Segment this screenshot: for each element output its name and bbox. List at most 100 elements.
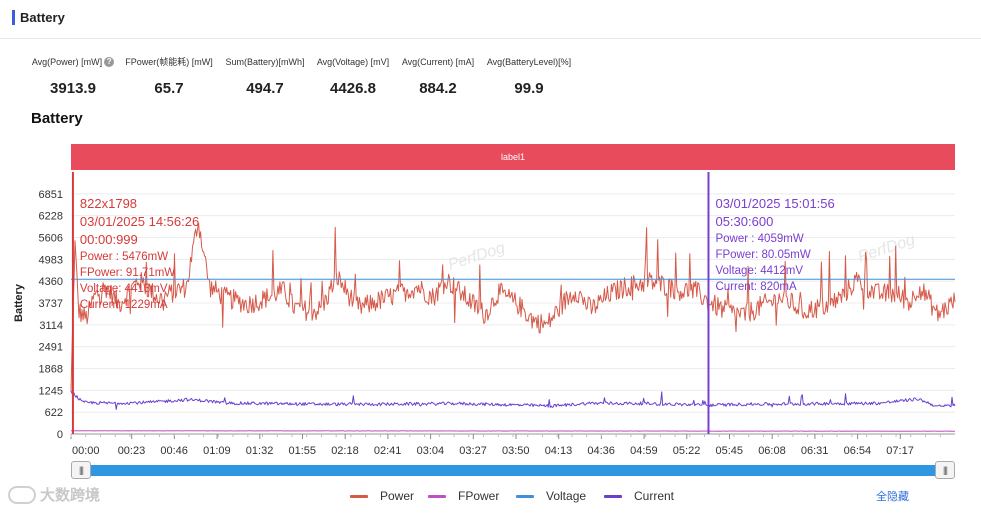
legend-label: Voltage: [546, 489, 587, 503]
stat-avg-voltage: Avg(Voltage) [mV] 4426.8: [300, 52, 406, 97]
stat-value: 99.9: [514, 80, 544, 97]
page-title: Battery: [20, 10, 65, 25]
legend-label: Power: [380, 489, 415, 503]
stat-avg-battery-level: Avg(BatteryLevel)[%] 99.9: [476, 52, 582, 97]
brand-watermark: 大数跨境: [8, 484, 100, 505]
x-tick-label: 03:04: [417, 445, 445, 457]
y-tick-label: 622: [45, 407, 63, 419]
x-tick-label: 00:23: [118, 445, 146, 457]
x-tick-label: 06:08: [758, 445, 786, 457]
marker-value-text: Voltage: 4412mV: [715, 265, 803, 277]
legend-item-fpower[interactable]: FPower: [428, 489, 499, 503]
hide-all-button[interactable]: 全隐藏: [876, 491, 909, 503]
stat-label: Avg(Current) [mA]: [401, 57, 475, 67]
x-tick-label: 03:27: [459, 445, 487, 457]
legend-swatch: [516, 494, 534, 498]
stat-avg-power: Avg(Power) [mW]? 3913.9: [20, 52, 126, 97]
watermark-text: PerfDog: [446, 239, 507, 273]
legend-label: Current: [634, 489, 675, 503]
x-tick-label: 07:17: [886, 445, 914, 457]
header-accent-bar: [12, 10, 15, 25]
marker-value-text: Current: 1229mA: [80, 299, 168, 311]
series-line-current: [70, 390, 956, 410]
x-tick-label: 01:55: [289, 445, 317, 457]
series-line-power: [70, 222, 956, 392]
y-tick-label: 4360: [39, 276, 63, 288]
x-tick-label: 00:46: [160, 445, 188, 457]
x-tick-label: 01:32: [246, 445, 274, 457]
y-tick-label: 0: [57, 429, 63, 441]
stat-value: 65.7: [154, 80, 184, 97]
legend-item-voltage[interactable]: Voltage: [516, 489, 586, 503]
x-tick-label: 03:50: [502, 445, 530, 457]
legend-swatch: [428, 494, 446, 498]
legend-swatch: [350, 494, 368, 498]
marker-title-text: 00:00:999: [80, 232, 138, 247]
legend-swatch: [604, 494, 622, 498]
legend-label: FPower: [458, 489, 500, 503]
legend-item-power[interactable]: Power: [350, 489, 414, 503]
slider-track[interactable]: [71, 465, 955, 476]
slider-right-handle[interactable]: |||: [935, 461, 955, 479]
y-tick-label: 2491: [39, 342, 63, 354]
help-icon[interactable]: ?: [104, 57, 115, 67]
stat-label: Sum(Battery)[mWh]: [225, 57, 305, 67]
stat-avg-current: Avg(Current) [mA] 884.2: [385, 52, 491, 97]
chart-section-title: Battery: [31, 110, 83, 127]
marker-title-text: 822x1798: [80, 196, 137, 211]
chart-markers: 822x1798 03/01/2025 14:56:26 00:00:999 Powe…: [71, 172, 835, 434]
marker-value-text: FPower: 91.71mW: [80, 267, 175, 279]
x-tick-label: 02:18: [331, 445, 359, 457]
x-tick-label: 04:13: [545, 445, 573, 457]
marker-title-text: 03/01/2025 14:56:26: [80, 214, 199, 229]
y-tick-label: 6228: [39, 211, 63, 223]
chart-series: [70, 222, 956, 432]
y-tick-label: 3114: [39, 320, 63, 332]
stat-fpower: FPower(帧能耗) [mW] 65.7: [116, 52, 222, 97]
x-tick-label: 04:36: [587, 445, 615, 457]
y-tick-label: 3737: [39, 298, 63, 310]
stat-label: Avg(Power) [mW]: [31, 57, 103, 67]
brand-logo-icon: [8, 485, 36, 504]
chart-grid: [71, 193, 955, 435]
marker-title-text: 03/01/2025 15:01:56: [715, 196, 834, 211]
stats-row: Avg(Power) [mW]? 3913.9 FPower(帧能耗) [mW]…: [20, 52, 620, 102]
slider-left-handle[interactable]: |||: [71, 461, 91, 479]
stat-sum-battery: Sum(Battery)[mWh] 494.7: [212, 52, 318, 97]
stat-value: 3913.9: [50, 80, 96, 97]
stat-label: Avg(BatteryLevel)[%]: [486, 57, 572, 67]
marker-value-text: Power : 5476mW: [80, 251, 168, 263]
label-band[interactable]: label1: [71, 144, 955, 170]
y-tick-label: 4983: [39, 254, 63, 266]
stat-value: 4426.8: [330, 80, 376, 97]
time-range-slider[interactable]: ||| |||: [71, 461, 955, 479]
marker-value-text: Power : 4059mW: [715, 233, 803, 245]
page-header: Battery: [0, 0, 981, 39]
x-tick-label: 02:41: [374, 445, 402, 457]
x-tick-label: 06:54: [844, 445, 872, 457]
stat-label: FPower(帧能耗) [mW]: [125, 57, 213, 67]
x-tick-label: 05:45: [716, 445, 744, 457]
x-tick-label: 04:59: [630, 445, 658, 457]
legend-item-current[interactable]: Current: [604, 489, 674, 503]
marker-title-text: 05:30:600: [715, 214, 773, 229]
x-tick-label: 06:31: [801, 445, 829, 457]
stat-value: 884.2: [419, 80, 457, 97]
y-tick-label: 1868: [39, 364, 63, 376]
chart-legend: Power FPower Voltage Current: [340, 489, 740, 505]
y-tick-label: 1245: [39, 385, 63, 397]
chart-axes: 0 622 1245 1868 2491 3114 3737 4360 4983 5606 6228…: [13, 189, 955, 457]
y-tick-label: 5606: [39, 232, 63, 244]
marker-value-text: FPower: 80.05mW: [715, 249, 810, 261]
y-axis-label: Battery: [13, 283, 25, 322]
brand-text: 大数跨境: [40, 487, 101, 504]
marker-value-text: Voltage: 4413mV: [80, 283, 168, 295]
x-tick-label: 05:22: [673, 445, 701, 457]
stat-value: 494.7: [246, 80, 284, 97]
x-tick-label: 01:09: [203, 445, 231, 457]
stat-label: Avg(Voltage) [mV]: [316, 57, 390, 67]
x-tick-label: 00:00: [72, 445, 100, 457]
y-tick-label: 6851: [39, 189, 63, 201]
marker-value-text: Current: 820mA: [715, 281, 797, 293]
